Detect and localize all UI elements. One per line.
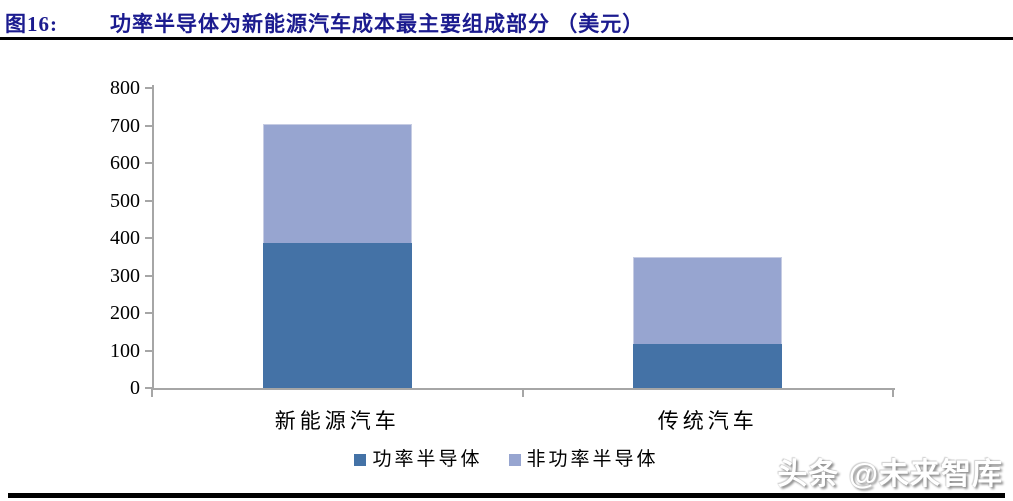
watermark-toutiao: 头条 @未来智库	[777, 458, 1003, 491]
y-axis-tick	[145, 199, 152, 202]
legend-label: 功率半导体	[372, 449, 483, 470]
x-axis-category-label: 传统汽车	[657, 409, 758, 433]
y-axis-tick	[145, 162, 152, 164]
y-axis-tick-label: 700	[110, 114, 140, 137]
figure-title: 图16: 功率半导体为新能源汽车成本最主要组成部分 （美元）	[5, 8, 1005, 38]
bar-segment-功率半导体-新能源汽车	[262, 242, 412, 388]
y-axis-tick	[145, 349, 152, 352]
y-axis-tick-label: 200	[110, 302, 140, 324]
y-axis-tick	[145, 237, 152, 239]
x-axis-line	[152, 388, 895, 390]
legend-item-功率半导体: 功率半导体	[354, 450, 482, 469]
x-axis-tick	[521, 389, 524, 397]
y-axis-tick-label: 800	[110, 77, 140, 99]
y-axis-tick	[145, 387, 152, 389]
bar-segment-功率半导体-传统汽车	[633, 344, 783, 388]
legend-swatch-icon	[354, 453, 367, 466]
y-axis-tick	[145, 274, 152, 277]
legend-label: 非功率半导体	[526, 449, 659, 470]
x-axis-tick	[151, 389, 153, 397]
y-axis-tick-label: 300	[110, 264, 140, 287]
y-axis-tick	[145, 87, 152, 89]
bar-segment-非功率半导体-传统汽车	[633, 256, 783, 345]
y-axis-tick-label: 500	[110, 189, 140, 212]
bar-segment-非功率半导体-新能源汽车	[262, 124, 412, 243]
legend-swatch-icon	[508, 453, 521, 466]
figure-number-label: 图16:	[5, 12, 58, 36]
legend-item-非功率半导体: 非功率半导体	[508, 449, 659, 470]
y-axis-tick-label: 600	[110, 152, 140, 174]
y-axis-tick	[145, 312, 152, 314]
figure-title-text: 功率半导体为新能源汽车成本最主要组成部分 （美元）	[110, 12, 645, 36]
x-axis-tick	[892, 389, 894, 397]
chart-legend: 功率半导体 非功率半导体	[0, 450, 1013, 469]
title-separator-line	[0, 37, 1013, 40]
y-axis-line	[152, 85, 154, 390]
y-axis-tick	[145, 124, 152, 127]
y-axis-tick-label: 100	[110, 339, 140, 362]
bottom-separator-line	[8, 493, 1005, 498]
y-axis-tick-label: 0	[130, 377, 140, 399]
y-axis-tick-label: 400	[110, 227, 140, 249]
x-axis-category-label: 新能源汽车	[274, 409, 400, 433]
